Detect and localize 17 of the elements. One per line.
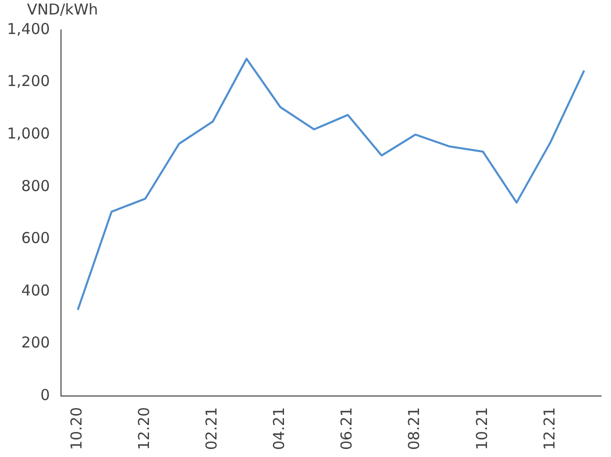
y-tick-label: 0 xyxy=(40,386,50,404)
y-tick-label: 600 xyxy=(21,229,50,248)
y-tick-label: 200 xyxy=(21,334,50,352)
y-tick-label: 1,200 xyxy=(6,72,50,90)
x-tick-label: 02.21 xyxy=(202,407,221,450)
y-axis-title: VND/kWh xyxy=(26,0,98,18)
x-tick-label: 10.21 xyxy=(472,407,491,450)
x-tick-label: 04.21 xyxy=(270,407,288,450)
y-tick-label: 400 xyxy=(21,281,50,300)
x-tick-label: 12.20 xyxy=(135,407,154,450)
x-tick-label: 08.21 xyxy=(405,407,424,450)
y-tick-label: 1,000 xyxy=(6,124,50,142)
y-tick-label: 800 xyxy=(21,176,50,195)
y-tick-label: 1,400 xyxy=(6,20,50,38)
x-tick-label: 10.20 xyxy=(68,407,86,450)
x-tick-label: 12.21 xyxy=(540,407,558,450)
x-tick-label: 06.21 xyxy=(338,407,356,450)
